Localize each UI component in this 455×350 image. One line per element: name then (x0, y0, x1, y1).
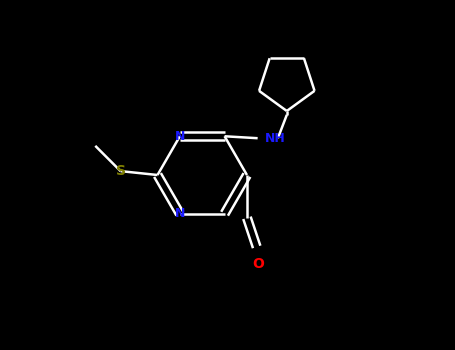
Text: NH: NH (265, 132, 285, 145)
Text: O: O (253, 257, 264, 271)
Text: S: S (116, 164, 126, 178)
Text: N: N (175, 130, 185, 143)
Text: N: N (175, 207, 185, 220)
